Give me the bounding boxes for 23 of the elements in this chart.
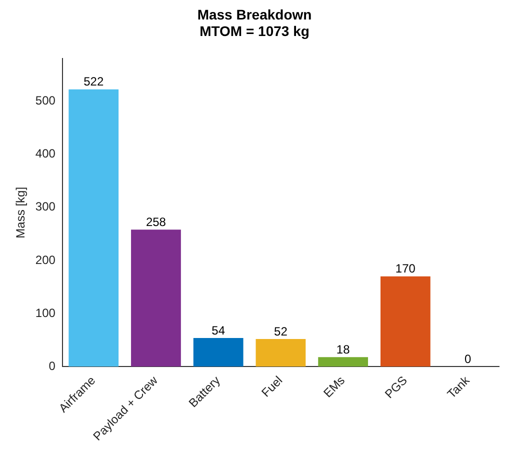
bar — [256, 339, 306, 367]
bar — [193, 338, 244, 367]
data-label: 522 — [84, 74, 104, 89]
data-label: 52 — [274, 324, 288, 338]
data-label: 0 — [464, 352, 472, 366]
y-tick-label: 300 — [35, 200, 56, 214]
chart-title: Mass Breakdown MTOM = 1073 kg — [197, 6, 312, 40]
y-tick-label: 400 — [35, 146, 56, 161]
data-label: 258 — [146, 214, 166, 229]
bar — [131, 230, 181, 367]
y-axis-title: Mass [kg] — [14, 186, 28, 238]
data-label: 18 — [336, 342, 350, 356]
data-label: 54 — [212, 323, 226, 338]
x-tick-label: EMs — [320, 373, 348, 400]
y-tick-label: 500 — [35, 93, 56, 108]
bar — [380, 276, 430, 367]
y-tick-label: 100 — [35, 306, 56, 320]
data-label: 170 — [395, 262, 416, 276]
x-tick-label: Tank — [444, 372, 473, 402]
y-tick-label: 0 — [48, 358, 56, 373]
bar — [68, 89, 119, 367]
bar — [318, 357, 368, 367]
y-tick-label: 200 — [35, 252, 56, 267]
